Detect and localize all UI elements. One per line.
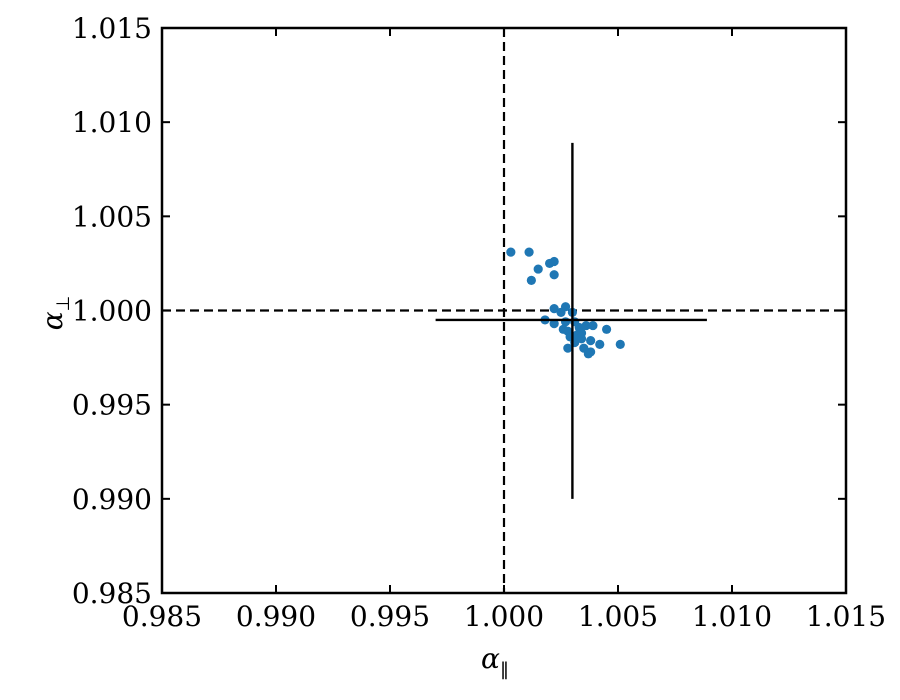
scatter-points — [506, 247, 625, 359]
y-tick-label: 1.015 — [72, 12, 152, 45]
x-tick-label: 1.015 — [806, 600, 886, 633]
scatter-point — [506, 247, 516, 257]
scatter-point — [524, 247, 534, 257]
y-axis-label-main: α — [36, 311, 69, 330]
scatter-point — [615, 339, 625, 349]
x-axis-label-main: α — [481, 642, 500, 675]
y-axis-label: α⊥ — [36, 296, 74, 331]
y-axis-ticks: 0.985 0.990 0.995 1.000 1.005 1.010 1.015 — [72, 12, 846, 610]
errorbar-cross — [435, 142, 707, 499]
scatter-point — [556, 307, 566, 317]
scatter-point — [576, 328, 587, 338]
scatter-point — [588, 320, 598, 331]
y-tick-label: 0.990 — [72, 483, 152, 516]
scatter-point — [581, 320, 591, 331]
x-tick-label: 1.010 — [692, 600, 772, 633]
scatter-point — [595, 339, 605, 349]
scatter-point — [526, 275, 536, 285]
x-tick-label: 0.990 — [236, 600, 316, 633]
reference-lines — [162, 28, 846, 593]
scatter-point — [549, 319, 559, 329]
x-tick-label: 1.005 — [578, 600, 658, 633]
x-axis-ticks: 0.985 0.990 0.995 1.000 1.005 1.010 1.015 — [122, 28, 886, 633]
y-axis-label-sub: ⊥ — [53, 296, 74, 312]
x-axis-label-sub: ‖ — [500, 659, 509, 680]
x-tick-label: 1.000 — [464, 600, 544, 633]
scatter-point — [549, 270, 559, 280]
scatter-point — [563, 343, 573, 353]
y-tick-label: 0.985 — [72, 577, 152, 610]
scatter-point — [549, 256, 559, 267]
x-axis-label: α‖ — [481, 642, 509, 680]
y-tick-label: 1.010 — [72, 106, 152, 139]
scatter-point — [533, 264, 543, 274]
x-tick-label: 0.995 — [350, 600, 430, 633]
y-tick-label: 1.000 — [72, 295, 152, 328]
scatter-point — [586, 336, 596, 346]
scatter-point — [549, 304, 559, 314]
x-tick-label: 0.985 — [122, 600, 202, 633]
scatter-point — [602, 324, 612, 334]
y-tick-label: 0.995 — [72, 389, 152, 422]
scatter-point — [583, 349, 593, 359]
y-tick-label: 1.005 — [72, 200, 152, 233]
